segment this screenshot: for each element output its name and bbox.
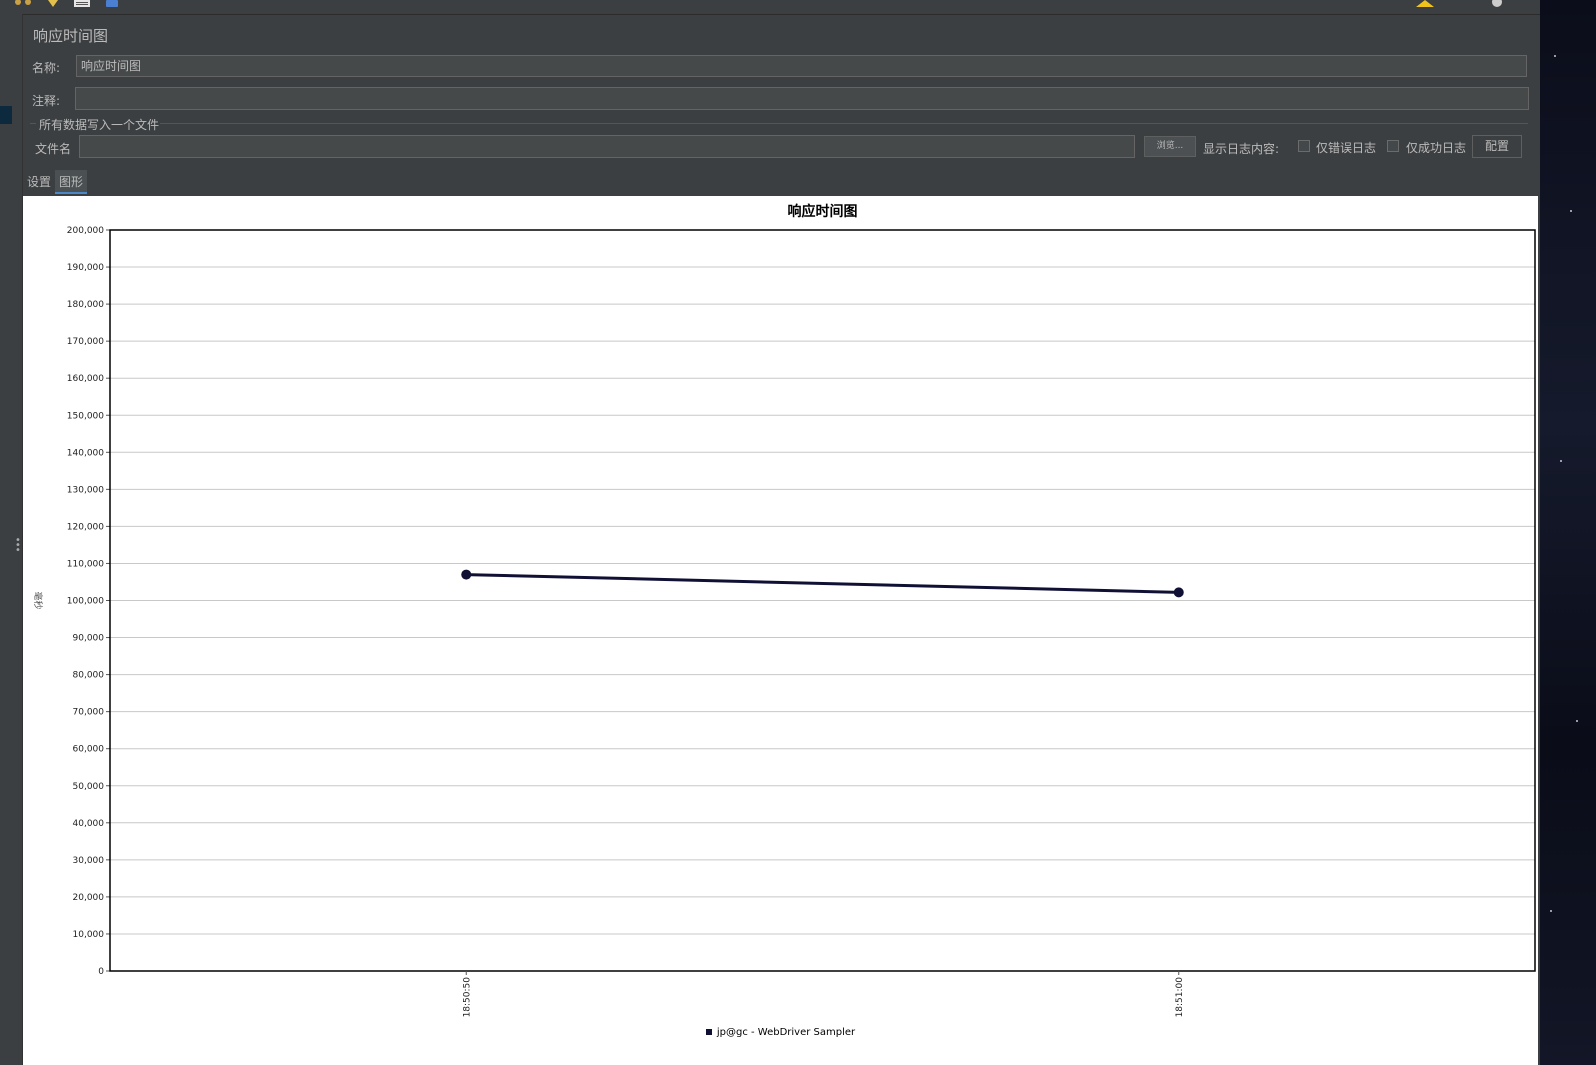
help-icon[interactable] [104,0,120,8]
y-axis-label: 毫秒 [32,591,44,609]
y-tick-label: 40,000 [73,819,105,829]
list-icon[interactable] [72,0,92,8]
filename-field[interactable] [79,135,1135,158]
y-tick-label: 180,000 [67,300,104,310]
y-tick-label: 190,000 [67,263,104,273]
brush-icon[interactable] [46,0,60,8]
legend-label: jp@gc - WebDriver Sampler [716,1027,856,1038]
series-line [466,573,1179,594]
y-tick-label: 90,000 [73,634,105,644]
warning-icon[interactable] [1414,0,1436,8]
y-tick-label: 130,000 [67,485,104,495]
x-tick-label: 18:50:50 [462,977,472,1018]
plot-border [109,229,1536,972]
name-label: 名称: [32,61,61,75]
y-tick-label: 170,000 [67,337,104,347]
y-tick-label: 160,000 [67,374,104,384]
y-tick-label: 50,000 [73,782,105,792]
desktop-background [1540,0,1596,1065]
left-rail: • • • [0,14,23,1065]
chart-panel: 响应时间图 0 10,000 20,000 30,000 40,000 50,000 60,0… [23,196,1538,1065]
gear-icon[interactable] [1488,0,1506,8]
comment-label: 注释: [32,94,61,108]
page-title: 响应时间图 [33,27,109,45]
y-tick-label: 20,000 [73,893,105,903]
toolbar [0,0,1568,15]
comment-field[interactable] [75,87,1529,110]
chart-legend: jp@gc - WebDriver Sampler [23,1027,1538,1038]
response-time-chart: 响应时间图 0 10,000 20,000 30,000 40,000 50,000 60,0… [32,203,1536,1018]
y-tick-label: 140,000 [67,448,104,458]
y-tick-label: 10,000 [73,930,105,940]
y-tick-label: 120,000 [67,522,104,532]
success-only-label: 仅成功日志 [1406,141,1467,155]
data-point [1173,587,1184,598]
y-tick-label: 30,000 [73,856,105,866]
star [1554,55,1556,57]
y-tick-label: 80,000 [73,671,105,681]
browse-button[interactable]: 浏览... [1144,136,1196,157]
y-tick-label: 100,000 [67,597,104,607]
splitter-handle[interactable]: • • • [15,535,21,556]
star [1560,460,1562,462]
y-tick-label: 60,000 [73,745,105,755]
star [1550,910,1552,912]
filename-label: 文件名 [35,142,72,156]
chart-title: 响应时间图 [788,203,858,220]
y-tick-label: 110,000 [67,559,104,569]
star [1576,720,1578,722]
tab-graph[interactable]: 图形 [55,170,88,194]
configure-button[interactable]: 配置 [1472,135,1522,158]
x-tick-label: 18:51:00 [1175,977,1185,1018]
tab-settings[interactable]: 设置 [27,175,52,189]
log-content-label: 显示日志内容: [1203,142,1280,156]
data-point [461,569,472,580]
y-tick-label: 0 [98,967,104,977]
legend-swatch [705,1029,712,1035]
section-title: 所有数据写入一个文件 [39,118,160,132]
errors-only-label: 仅错误日志 [1316,141,1377,155]
errors-only-checkbox[interactable] [1298,140,1310,152]
section-border [30,123,36,124]
y-tick-label: 150,000 [67,411,104,421]
success-only-checkbox[interactable] [1387,140,1399,152]
tree-selection-marker [0,106,12,124]
section-border [160,123,1528,124]
y-tick-label: 70,000 [73,708,105,718]
y-tick-label: 200,000 [67,226,104,236]
star [1570,210,1572,212]
name-field[interactable]: 响应时间图 [76,55,1527,77]
binoculars-icon[interactable] [12,0,36,8]
